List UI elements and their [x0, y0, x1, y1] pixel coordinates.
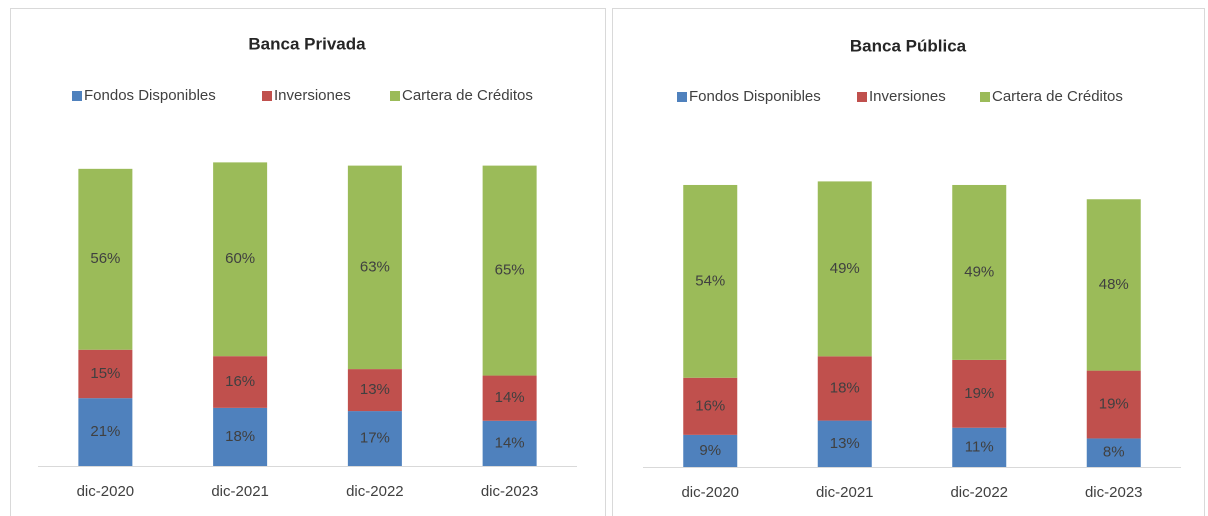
bar-segment [482, 165, 537, 376]
bar-segment [952, 184, 1007, 360]
x-tick-label: dic-2021 [211, 483, 269, 500]
chart-title: Banca Pública [850, 36, 967, 55]
legend-label: Fondos Disponibles [84, 87, 216, 104]
data-label: 60% [225, 250, 255, 267]
chart-title: Banca Privada [248, 34, 366, 53]
legend-swatch [262, 91, 272, 101]
bar-segment [683, 377, 738, 435]
data-label: 16% [225, 373, 255, 390]
bar-segment [817, 420, 872, 467]
x-tick-label: dic-2022 [346, 483, 404, 500]
bar-segment [347, 369, 402, 412]
data-label: 14% [495, 389, 525, 406]
data-label: 16% [695, 397, 725, 414]
data-label: 14% [495, 434, 525, 451]
data-label: 18% [830, 379, 860, 396]
data-label: 63% [360, 258, 390, 275]
x-tick-label: dic-2023 [481, 483, 539, 500]
data-label: 15% [90, 365, 120, 382]
bar-segment [817, 356, 872, 421]
bar-segment [1086, 199, 1141, 371]
legend-label: Cartera de Créditos [992, 88, 1123, 105]
bar-segment [347, 411, 402, 466]
x-tick-label: dic-2023 [1085, 484, 1143, 501]
bar-segment [213, 162, 268, 357]
bar-segment [683, 434, 738, 467]
data-label: 18% [225, 428, 255, 445]
data-label: 65% [495, 262, 525, 279]
panel-border [10, 8, 606, 516]
bar-segment [78, 168, 133, 350]
data-label: 56% [90, 250, 120, 267]
panel-border [612, 8, 1205, 516]
data-label: 9% [699, 442, 721, 459]
data-label: 54% [695, 272, 725, 289]
bar-segment [482, 420, 537, 466]
legend-swatch [857, 92, 867, 102]
x-tick-label: dic-2020 [681, 484, 739, 501]
bar-segment [952, 427, 1007, 467]
legend-swatch [390, 91, 400, 101]
data-label: 49% [964, 263, 994, 280]
legend-label: Fondos Disponibles [689, 88, 821, 105]
bar-segment [78, 349, 133, 399]
bar-segment [1086, 438, 1141, 467]
legend-label: Inversiones [869, 88, 946, 105]
bar-segment [1086, 370, 1141, 439]
data-label: 17% [360, 430, 390, 447]
data-label: 19% [964, 385, 994, 402]
legend-swatch [677, 92, 687, 102]
legend-label: Cartera de Créditos [402, 87, 533, 104]
bar-segment [78, 398, 133, 466]
data-label: 49% [830, 260, 860, 277]
data-label: 13% [830, 435, 860, 452]
bar-segment [952, 359, 1007, 428]
data-label: 8% [1103, 444, 1125, 461]
data-label: 11% [965, 438, 994, 455]
legend-swatch [72, 91, 82, 101]
bar-segment [683, 184, 738, 378]
bar-segment [213, 356, 268, 408]
data-label: 19% [1099, 395, 1129, 412]
x-tick-label: dic-2021 [816, 484, 874, 501]
x-tick-label: dic-2020 [77, 483, 135, 500]
data-label: 48% [1099, 276, 1129, 293]
data-label: 13% [360, 381, 390, 398]
bar-segment [213, 407, 268, 466]
x-tick-label: dic-2022 [950, 484, 1008, 501]
bar-segment [482, 375, 537, 421]
bar-segment [817, 181, 872, 357]
legend-label: Inversiones [274, 87, 351, 104]
bar-segment [347, 165, 402, 370]
legend-swatch [980, 92, 990, 102]
data-label: 21% [90, 423, 120, 440]
